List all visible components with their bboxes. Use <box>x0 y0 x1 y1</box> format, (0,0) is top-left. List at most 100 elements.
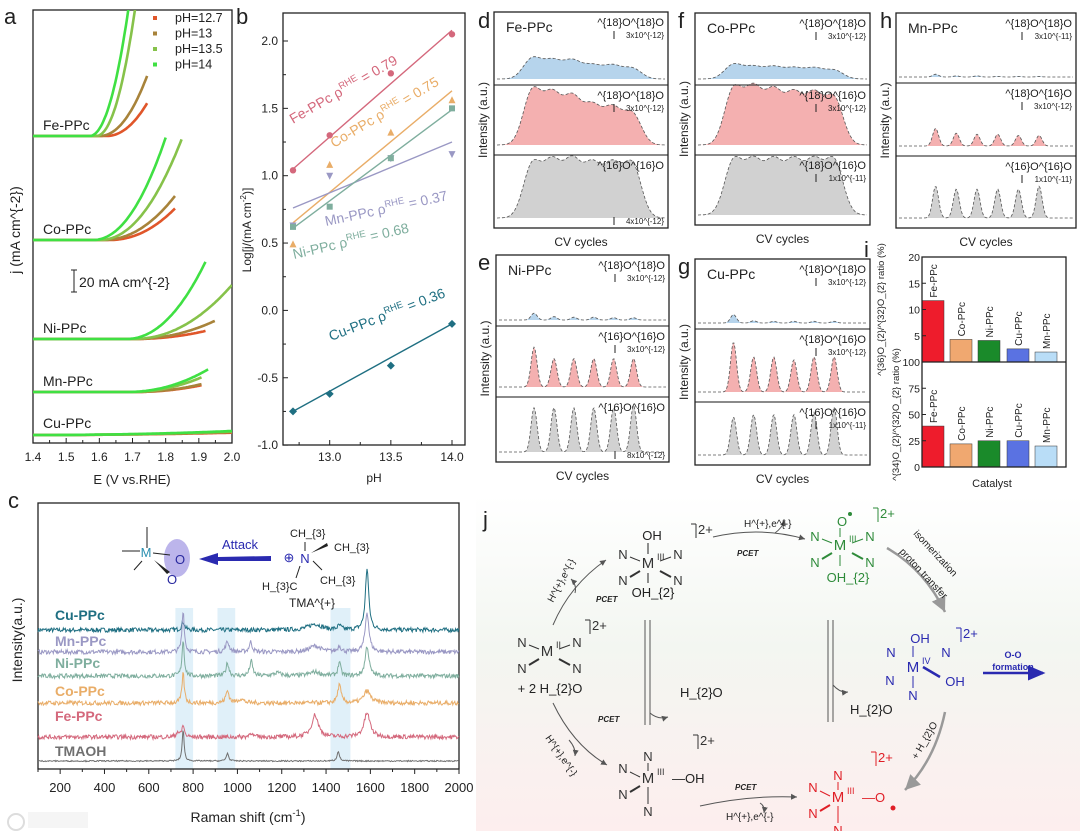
pcet-arrow-down <box>552 702 608 766</box>
nitrogen-atom: N <box>618 787 627 802</box>
attack-arrow <box>199 553 271 565</box>
nitrogen-atom: N <box>908 688 917 703</box>
nitrogen-atom: N <box>810 555 819 570</box>
data-point-Fe <box>326 132 333 139</box>
charge-label: 2+ <box>700 733 715 748</box>
x-tick-label: 1.7 <box>124 450 141 464</box>
bar-label: Fe-PPc <box>929 264 940 297</box>
x-tick-label: 1800 <box>400 780 429 795</box>
wedge-bond <box>154 560 170 574</box>
scale-label: 4x10^{-12} <box>626 217 664 226</box>
highlight-band <box>217 608 236 769</box>
water-reactant: + 2 H_{2}O <box>518 681 583 696</box>
pcet-arrow-top <box>712 531 806 541</box>
panel-title: Cu-PPc <box>707 266 755 282</box>
bar-label: Co-PPc <box>957 302 968 336</box>
data-point-Fe <box>448 31 456 38</box>
nitrogen-atom: N <box>572 635 581 650</box>
y-axis-label: Intensity(a.u.) <box>9 598 25 683</box>
annotation-Ni: Ni-PPc ρRHE = 0.68 <box>291 219 411 262</box>
species-label: ^{18}O^{18}O <box>1005 18 1072 30</box>
data-point-Cu <box>448 319 456 328</box>
isomerization-arrow <box>886 546 947 613</box>
species-label: ^{16}O^{16}O <box>597 160 664 172</box>
legend-marker <box>153 47 157 51</box>
y-tick-label: 15 <box>908 278 920 290</box>
ms-trace-fill-d-1 <box>497 86 665 145</box>
ms-trace-h-0 <box>899 73 1073 78</box>
scale-label: 8x10^{-12} <box>627 451 665 460</box>
nitrogen-atom: N <box>810 529 819 544</box>
attack-label: Attack <box>222 537 259 552</box>
panel-title: Co-PPc <box>707 20 755 36</box>
panel-title: Fe-PPc <box>506 19 553 35</box>
bond <box>629 570 641 578</box>
water-addition-arrow <box>904 711 947 791</box>
pcet-label: PCET <box>737 549 759 558</box>
panel-h-Mn-PPc: h ^{18}O^{18}O 3x10^{-11} ^{18}O^{16}O 3x10^… <box>878 8 1077 249</box>
bar-label: Ni-PPc <box>985 407 996 438</box>
legend-marker <box>153 16 157 20</box>
bond <box>851 538 864 544</box>
nitrogen-atom: N <box>618 547 627 562</box>
catalyst-label: Fe-PPc <box>43 117 90 133</box>
water-label: H_{2}O <box>850 702 893 717</box>
scale-label: 3x10^{-12} <box>828 348 866 357</box>
ms-trace-e-2 <box>499 405 666 453</box>
x-axis-label: CV cycles <box>959 235 1012 249</box>
data-point-Co <box>448 96 456 104</box>
water-ligand: OH_{2} <box>632 585 675 600</box>
x-axis-label: CV cycles <box>554 235 607 249</box>
y-tick-label: 10 <box>908 305 920 317</box>
panel-letter: c <box>8 488 19 513</box>
scale-label: 3x10^{-11} <box>1035 32 1073 41</box>
data-point-Mn <box>326 172 334 180</box>
panel-letter: f <box>678 8 685 33</box>
bond <box>922 665 941 679</box>
hydroxide-ligand: —OH <box>672 771 705 786</box>
panel-title: Ni-PPc <box>508 262 552 278</box>
spectrum-Cu <box>37 568 460 634</box>
watermark-logo-icon <box>7 813 25 831</box>
scale-bar-label: 20 mA cm^{-2} <box>79 274 170 290</box>
fit-line-Cu <box>292 323 453 413</box>
x-tick-label: 1.9 <box>190 450 207 464</box>
metal-atom: M <box>541 643 554 660</box>
curve-Cu-PPc-pH14 <box>33 429 232 437</box>
formation-label: formation <box>992 662 1034 672</box>
nitrogen-atom: N <box>572 661 581 676</box>
h-e-release-arrow <box>568 739 579 757</box>
curve-Co-PPc-pH14 <box>33 137 167 242</box>
plot-frame <box>37 502 460 770</box>
bar-label: Ni-PPc <box>985 306 996 337</box>
ms-trace-fill-e-1 <box>499 347 666 387</box>
methyl-group: CH_{3} <box>320 575 356 587</box>
species-label: ^{18}O^{16}O <box>1005 88 1072 100</box>
y-tick-label: 25 <box>908 436 920 448</box>
bond <box>528 644 540 650</box>
bar-label: Mn-PPc <box>1042 313 1053 349</box>
ms-trace-h-2 <box>899 185 1073 219</box>
catalyst-label: Cu-PPc <box>43 415 91 431</box>
oxidation-state: II <box>556 640 561 650</box>
x-tick-label: 2000 <box>445 780 474 795</box>
plot-frame <box>282 12 466 446</box>
legend-label: pH=13 <box>175 27 212 41</box>
charge-label: 2+ <box>698 522 713 537</box>
curve-Ni-PPc-pH14 <box>33 261 207 341</box>
panel-i-ratio-bars: i Fe-PPc Co-PPc Ni-PPc Cu-PPc Mn-PPc 5 10 15 20 ^{… <box>864 237 1067 490</box>
y-axis-label: Intensity (a.u.) <box>878 82 892 158</box>
ms-trace-g-1 <box>698 342 867 393</box>
x-tick-label: 1400 <box>312 780 341 795</box>
water-ligand: OH_{2} <box>827 570 870 585</box>
y-tick-label: -0.5 <box>257 371 278 385</box>
bond <box>659 570 672 578</box>
data-point-Cu <box>386 361 395 370</box>
metal-atom: M <box>141 545 152 560</box>
nitrogen-atom: N <box>941 645 950 660</box>
spectrum-label-Co: Co-PPc <box>55 683 105 699</box>
data-point-Co <box>326 160 334 168</box>
